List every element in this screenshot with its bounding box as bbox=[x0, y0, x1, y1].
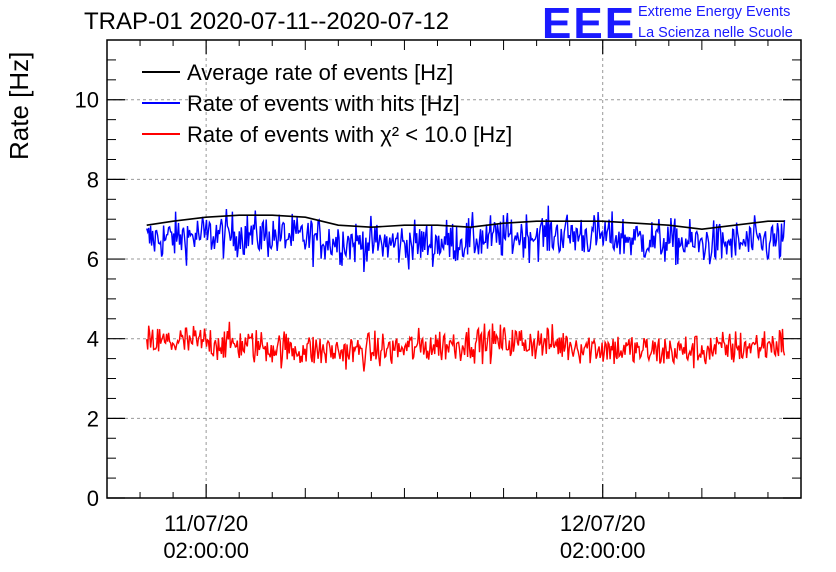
x-tick-label-time: 02:00:00 bbox=[560, 538, 646, 563]
y-tick-label: 10 bbox=[75, 88, 99, 113]
y-tick-label: 6 bbox=[87, 247, 99, 272]
legend: Average rate of events [Hz] Rate of event… bbox=[142, 60, 512, 147]
legend-label-2: Rate of events with χ² < 10.0 [Hz] bbox=[187, 122, 512, 147]
y-tick-label: 0 bbox=[87, 486, 99, 511]
chart-title: TRAP-01 2020-07-11--2020-07-12 bbox=[84, 8, 450, 35]
series-hits-line bbox=[146, 205, 786, 273]
x-tick-label-date: 12/07/20 bbox=[560, 511, 646, 536]
series-average-line bbox=[146, 214, 785, 230]
legend-label-1: Rate of events with hits [Hz] bbox=[187, 91, 460, 116]
x-tick-label-time: 02:00:00 bbox=[163, 538, 249, 563]
series-layer bbox=[146, 205, 786, 372]
x-tick-label-date: 11/07/20 bbox=[164, 511, 248, 536]
eee-logo-line-1: Extreme Energy Events bbox=[638, 4, 791, 20]
y-tick-label: 8 bbox=[87, 167, 99, 192]
eee-logo-line-2: La Scienza nelle Scuole bbox=[638, 25, 793, 41]
y-tick-label: 4 bbox=[87, 327, 99, 352]
y-tick-label: 2 bbox=[87, 406, 99, 431]
legend-label-0: Average rate of events [Hz] bbox=[187, 60, 453, 85]
series-chi2-line bbox=[146, 321, 786, 372]
y-axis-label: Rate [Hz] bbox=[4, 51, 34, 160]
eee-logo: EEE bbox=[542, 0, 637, 48]
plot-frame bbox=[106, 39, 802, 499]
